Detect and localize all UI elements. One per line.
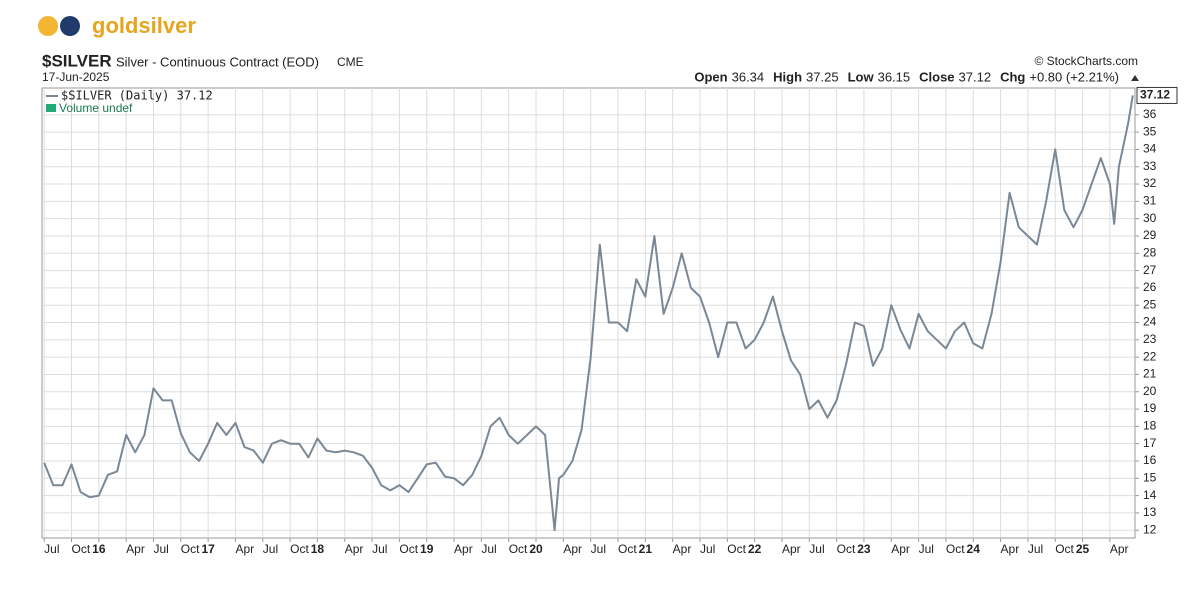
y-tick-label: 17 <box>1143 436 1157 450</box>
x-tick-label: Jul <box>481 542 496 556</box>
y-tick-label: 20 <box>1143 384 1157 398</box>
credit: © StockCharts.com <box>1034 54 1138 68</box>
y-tick-label: 23 <box>1143 332 1157 346</box>
y-tick-label: 12 <box>1143 522 1157 536</box>
x-tick-label: Apr <box>782 542 801 556</box>
x-tick-label: Jul <box>44 542 59 556</box>
quote-value: +0.80 (+2.21%) <box>1029 69 1119 84</box>
quote-label: Low <box>848 69 875 84</box>
x-tick-label: Jul <box>591 542 606 556</box>
plot <box>43 95 1134 532</box>
y-tick-label: 22 <box>1143 349 1157 363</box>
x-tick-label: Apr <box>673 542 692 556</box>
x-tick-label: Apr <box>1110 542 1129 556</box>
x-tick-label: Oct <box>290 542 309 556</box>
x-tick-label: Jul <box>263 542 278 556</box>
x-tick-label: 23 <box>857 542 871 556</box>
y-tick-label: 18 <box>1143 419 1157 433</box>
y-tick-label: 29 <box>1143 228 1157 242</box>
x-tick-label: Apr <box>345 542 364 556</box>
y-tick-label: 14 <box>1143 488 1157 502</box>
x-tick-label: Apr <box>126 542 145 556</box>
quote-value: 36.15 <box>878 69 911 84</box>
x-tick-label: Oct <box>72 542 91 556</box>
chart-title: $SILVER <box>42 51 112 70</box>
y-tick-label: 32 <box>1143 176 1157 190</box>
x-tick-label: Jul <box>1028 542 1043 556</box>
quote: Open 36.34 High 37.25 Low 36.15 Close 37.12 Chg +… <box>694 69 1119 84</box>
y-tick-label: 21 <box>1143 367 1157 381</box>
y-tick-label: 16 <box>1143 453 1157 467</box>
legend-swatch <box>46 104 56 112</box>
quote-value: 37.12 <box>959 69 992 84</box>
x-tick-label: Apr <box>891 542 910 556</box>
y-tick-label: 28 <box>1143 245 1157 259</box>
logo-coin <box>60 16 80 36</box>
x-tick-label: Oct <box>181 542 200 556</box>
x-tick-label: Apr <box>235 542 254 556</box>
y-tick-label: 19 <box>1143 401 1157 415</box>
chart-subtitle: Silver - Continuous Contract (EOD) <box>116 54 319 69</box>
date: 17-Jun-2025 <box>42 70 110 84</box>
y-tick-label: 34 <box>1143 142 1157 156</box>
x-tick-label: Oct <box>399 542 418 556</box>
x-tick-label: Jul <box>153 542 168 556</box>
x-tick-label: Apr <box>563 542 582 556</box>
y-tick-label: 35 <box>1143 124 1157 138</box>
last-value-label: 37.12 <box>1140 88 1170 102</box>
brand: goldsilver <box>92 13 196 38</box>
logo-coin <box>38 16 58 36</box>
x-tick-label: Jul <box>700 542 715 556</box>
x-tick-label: Jul <box>372 542 387 556</box>
x-tick-label: Jul <box>919 542 934 556</box>
x-tick-label: Jul <box>809 542 824 556</box>
y-tick-label: 27 <box>1143 263 1157 277</box>
y-tick-label: 25 <box>1143 297 1157 311</box>
legend-entry: Volume undef <box>59 101 133 115</box>
x-tick-label: Apr <box>454 542 473 556</box>
x-tick-label: Apr <box>1001 542 1020 556</box>
x-tick-label: 22 <box>748 542 762 556</box>
y-tick-label: 30 <box>1143 211 1157 225</box>
y-tick-label: 13 <box>1143 505 1157 519</box>
x-tick-label: 19 <box>420 542 434 556</box>
x-tick-label: 18 <box>311 542 325 556</box>
quote-value: 37.25 <box>806 69 839 84</box>
x-tick-label: Oct <box>1055 542 1074 556</box>
x-tick-label: 20 <box>529 542 543 556</box>
y-tick-label: 36 <box>1143 107 1157 121</box>
last-value-box <box>1136 86 1178 104</box>
x-tick-label: Oct <box>727 542 746 556</box>
x-tick-label: 24 <box>967 542 981 556</box>
quote-label: High <box>773 69 802 84</box>
x-tick-label: 17 <box>201 542 215 556</box>
x-tick-label: Oct <box>509 542 528 556</box>
x-tick-label: 21 <box>639 542 653 556</box>
x-tick-label: Oct <box>618 542 637 556</box>
y-tick-label: 33 <box>1143 159 1157 173</box>
quote-value: 36.34 <box>732 69 765 84</box>
y-tick-label: 15 <box>1143 470 1157 484</box>
legend-entry: $SILVER (Daily) 37.12 <box>61 89 213 103</box>
quote-label: Open <box>694 69 727 84</box>
x-tick-label: 25 <box>1076 542 1090 556</box>
x-tick-label: Oct <box>946 542 965 556</box>
x-tick-label: Oct <box>837 542 856 556</box>
x-tick-label: 16 <box>92 542 106 556</box>
quote-label: Chg <box>1000 69 1025 84</box>
price-line <box>43 95 1134 532</box>
plot-frame <box>41 87 1136 539</box>
y-tick-label: 24 <box>1143 315 1157 329</box>
exchange: CME <box>337 55 364 69</box>
quote-label: Close <box>919 69 954 84</box>
y-tick-label: 31 <box>1143 194 1157 208</box>
change-arrow <box>1131 75 1139 81</box>
y-tick-label: 26 <box>1143 280 1157 294</box>
